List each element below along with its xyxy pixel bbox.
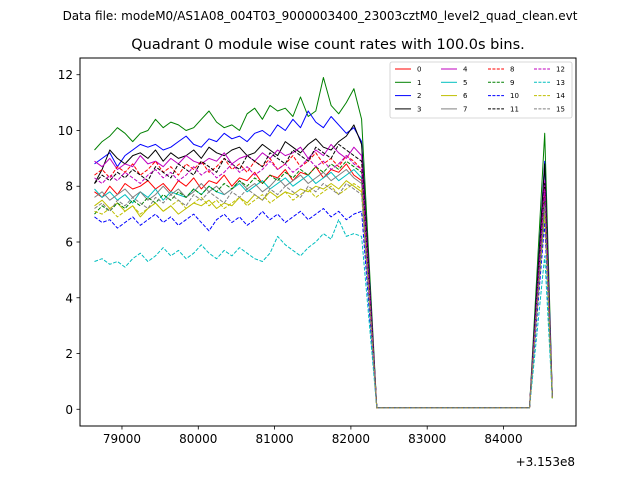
legend-label: 13 [556,79,565,87]
series-layer [94,77,553,409]
legend-entry: 14 [534,92,565,100]
series-line-0 [94,163,553,409]
legend-entry: 2 [395,92,421,100]
x-tick-label: 81000 [255,432,293,446]
series-line-11 [94,143,553,409]
figure-suptitle: Data file: modeM0/AS1A08_004T03_90000034… [63,9,578,23]
y-tick-label: 2 [65,347,73,361]
legend-entry: 6 [441,92,468,100]
x-tick-label: 82000 [332,432,370,446]
legend-label: 3 [417,105,421,113]
legend-entry: 13 [534,79,565,87]
x-axis: 79000 80000 81000 82000 83000 84000 [103,426,523,446]
series-line-10 [94,208,553,409]
legend-entry: 10 [488,92,519,100]
series-line-5 [94,169,553,409]
legend-label: 10 [510,92,519,100]
x-tick-label: 80000 [179,432,217,446]
legend-label: 15 [556,105,565,113]
x-tick-label: 79000 [103,432,141,446]
legend-label: 6 [463,92,468,100]
legend-label: 12 [556,66,565,74]
legend-entry: 3 [395,105,421,113]
legend-entry: 5 [441,79,467,87]
legend-entry: 0 [395,66,421,74]
legend-label: 0 [417,66,421,74]
legend-label: 7 [463,105,467,113]
legend-label: 8 [510,66,514,74]
chart-title: Quadrant 0 module wise count rates with … [131,37,525,53]
y-axis: 0 2 4 6 8 10 12 [58,68,80,417]
x-tick-label: 84000 [484,432,522,446]
series-line-2 [94,110,553,409]
legend-entry: 9 [488,79,514,87]
x-axis-offset-label: +3.153e8 [516,455,575,469]
legend-entry: 8 [488,66,514,74]
series-line-15 [94,183,553,409]
series-line-1 [94,77,553,409]
y-tick-label: 6 [65,236,73,250]
legend-label: 2 [417,92,421,100]
y-tick-label: 12 [58,68,73,82]
legend-entry: 11 [488,105,519,113]
series-line-12 [94,155,553,409]
legend-label: 5 [463,79,467,87]
legend-entry: 12 [534,66,565,74]
legend-label: 14 [556,92,565,100]
series-line-14 [94,183,553,409]
x-tick-label: 83000 [408,432,446,446]
y-tick-label: 10 [58,124,73,138]
y-tick-label: 0 [65,403,73,417]
series-line-6 [94,180,553,409]
legend-label: 11 [510,105,519,113]
legend-entry: 15 [534,105,565,113]
series-line-3 [94,124,553,409]
legend-entry: 7 [441,105,467,113]
legend-box [389,61,573,119]
series-line-8 [94,152,553,409]
legend-entry: 1 [395,79,421,87]
y-tick-label: 4 [65,291,73,305]
y-tick-label: 8 [65,180,73,194]
series-line-13 [94,219,553,409]
series-line-7 [94,169,553,409]
legend-label: 9 [510,79,514,87]
legend-entry: 4 [441,66,468,74]
legend-label: 1 [417,79,421,87]
series-line-9 [94,160,553,409]
series-line-4 [94,143,553,409]
legend-label: 4 [463,66,468,74]
